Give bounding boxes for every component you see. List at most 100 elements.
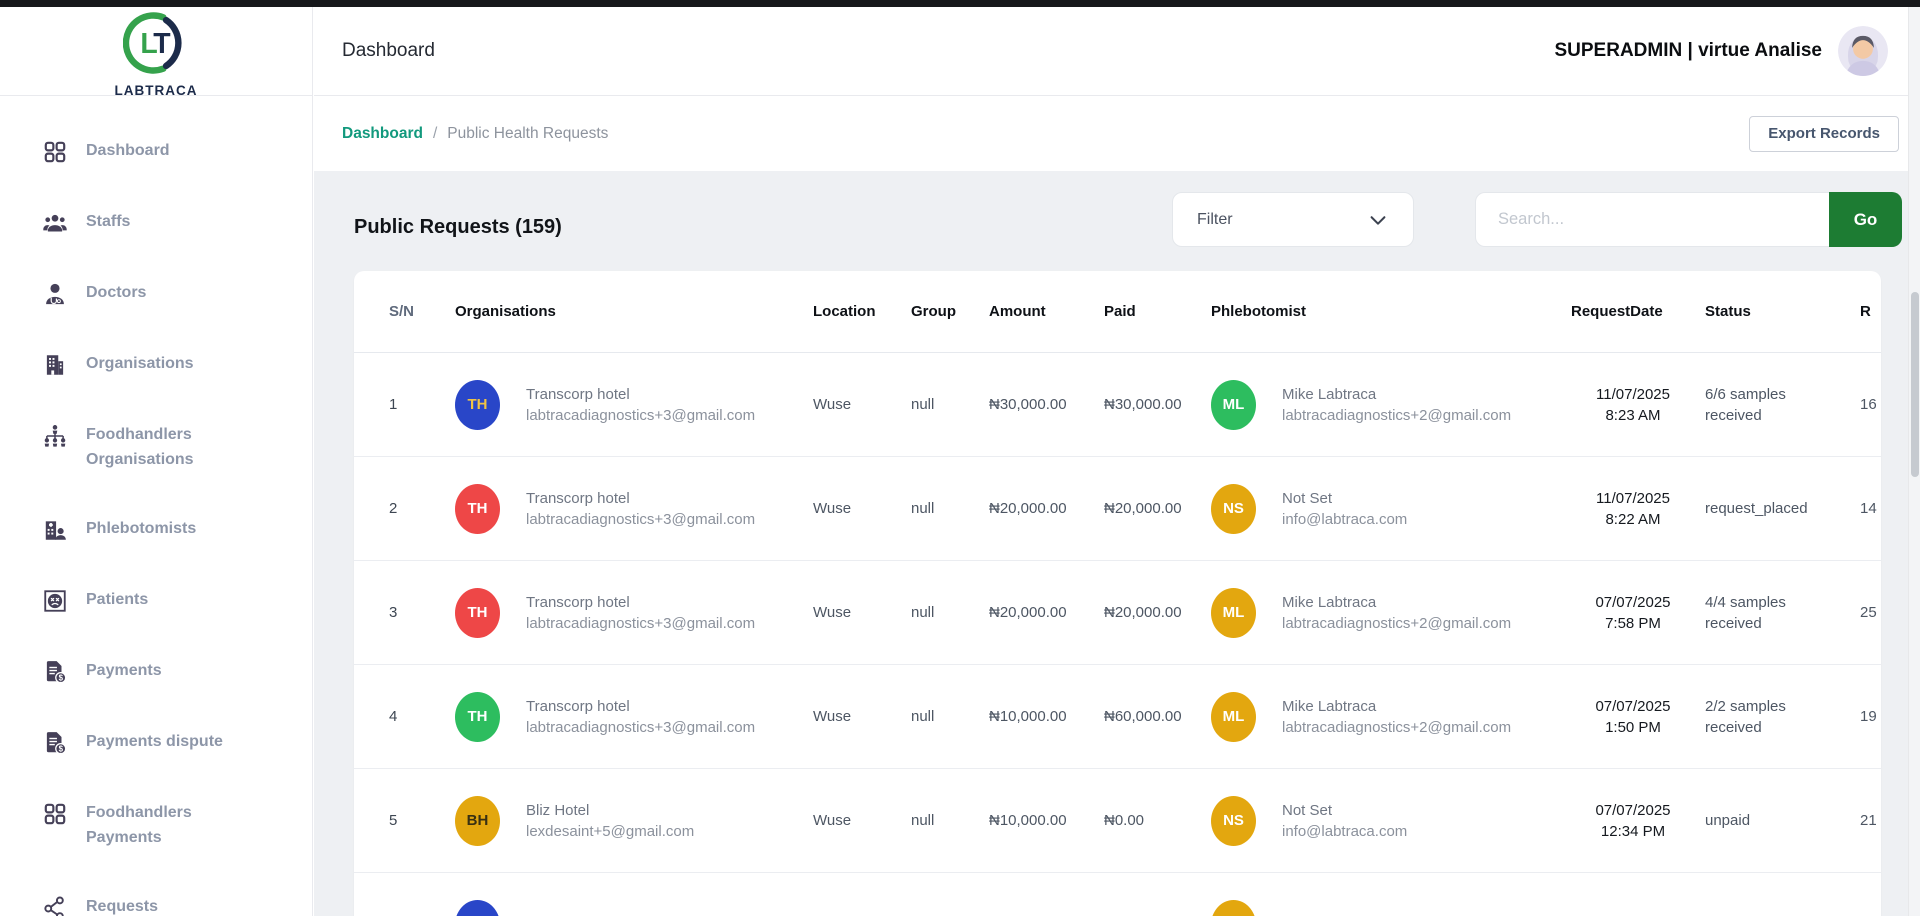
status-value: 6/6 samples received	[1705, 384, 1823, 426]
request-date-cell: 11/07/20258:23 AM	[1571, 384, 1705, 426]
col-header-s-n: S/N	[389, 303, 455, 320]
phlebotomist-cell: MLMike Labtracalabtracadiagnostics+2@gma…	[1211, 588, 1571, 638]
svg-text:$: $	[59, 673, 64, 682]
table-row[interactable]: 4THTranscorp hotellabtracadiagnostics+3@…	[354, 665, 1881, 769]
breadcrumb-current: Public Health Requests	[447, 125, 608, 143]
sidebar-item-requests[interactable]: Requests	[42, 894, 302, 916]
table-row[interactable]: 1THTranscorp hotellabtracadiagnostics+3@…	[354, 353, 1881, 457]
sidebar-item-organisations[interactable]: Organisations	[42, 351, 302, 378]
table-row[interactable]: 3THTranscorp hotellabtracadiagnostics+3@…	[354, 561, 1881, 665]
sidebar-item-label: Organisations	[86, 351, 194, 376]
topbar-user-area: SUPERADMIN | virtue Analise	[1554, 26, 1888, 76]
phlebotomist-email: labtracadiagnostics+2@gmail.com	[1282, 613, 1511, 634]
request-date-cell: 07/07/20257:58 PM	[1571, 592, 1705, 634]
user-avatar[interactable]	[1838, 26, 1888, 76]
phlebotomist-cell: NS Not Setinfo@labtraca.com	[1211, 484, 1571, 534]
phlebotomist-info: Not Setinfo@labtraca.com	[1282, 488, 1407, 530]
amount-value: ₦20,000.00	[989, 604, 1104, 621]
main-content: Public Requests (159) Filter Go S/NOrgan…	[314, 171, 1920, 916]
sidebar-item-staffs[interactable]: Staffs	[42, 209, 302, 236]
page-scrollbar[interactable]	[1908, 7, 1920, 916]
search-go-button[interactable]: Go	[1829, 192, 1902, 247]
col-header-amount: Amount	[989, 303, 1104, 320]
organisation-info: Transcorp hotellabtracadiagnostics+3@gma…	[526, 592, 755, 634]
sidebar-item-doctors[interactable]: Doctors	[42, 280, 302, 307]
request-date-cell: 11/07/20258:22 AM	[1571, 488, 1705, 530]
request-time: 12:34 PM	[1571, 821, 1695, 842]
organisation-avatar: TH	[455, 900, 500, 916]
sidebar-item-foodhandlers-organisations[interactable]: Foodhandlers Organisations	[42, 422, 302, 472]
phlebotomist-email: info@labtraca.com	[1282, 509, 1407, 530]
app-root: L T LABTRACA Dashboard Staffs Doctors Organ…	[0, 0, 1920, 916]
table-row[interactable]: THTranscorp hotelMLMike Labtraca02/07/20…	[354, 873, 1881, 916]
status-value: 4/4 samples received	[1705, 592, 1823, 634]
organisation-email: labtracadiagnostics+3@gmail.com	[526, 613, 755, 634]
phlebotomist-email: info@labtraca.com	[1282, 821, 1407, 842]
sidebar-item-label: Payments	[86, 658, 162, 683]
paid-value: ₦30,000.00	[1104, 396, 1211, 413]
phlebotomist-cell: NSNot Setinfo@labtraca.com	[1211, 796, 1571, 846]
status-value: 2/2 samples received	[1705, 696, 1823, 738]
organisation-avatar: TH	[455, 380, 500, 430]
organisation-cell: THTranscorp hotellabtracadiagnostics+3@g…	[455, 588, 813, 638]
col-header-group: Group	[911, 303, 989, 320]
phlebotomist-name: Not Set	[1282, 800, 1407, 821]
status-value: unpaid	[1705, 810, 1823, 831]
organisation-name: Transcorp hotel	[526, 488, 755, 509]
sitemap-icon	[42, 423, 68, 449]
sidebar-item-phlebotomists[interactable]: Phlebotomists	[42, 516, 302, 543]
sidebar-nav: Dashboard Staffs Doctors Organisations Foodh…	[0, 96, 312, 916]
phlebotomist-email: labtracadiagnostics+2@gmail.com	[1282, 717, 1511, 738]
organisation-name: Transcorp hotel	[526, 696, 755, 717]
phlebotomist-avatar: NS	[1211, 484, 1256, 534]
request-id-value: 16	[1860, 396, 1881, 413]
table-row[interactable]: 5BHBliz Hotellexdesaint+5@gmail.comWusen…	[354, 769, 1881, 873]
svg-text:T: T	[153, 28, 171, 60]
doctor-icon	[42, 281, 68, 307]
sidebar-item-label: Foodhandlers Organisations	[86, 422, 271, 472]
sidebar-item-label: Foodhandlers Payments	[86, 800, 271, 850]
paid-value: ₦20,000.00	[1104, 500, 1211, 517]
serial-number: 5	[389, 812, 455, 829]
phlebotomist-avatar: ML	[1211, 380, 1256, 430]
filter-dropdown[interactable]: Filter	[1172, 192, 1414, 247]
phlebotomist-email: labtracadiagnostics+2@gmail.com	[1282, 405, 1511, 426]
toolbar: Public Requests (159) Filter Go	[354, 192, 1902, 248]
organisation-email: labtracadiagnostics+3@gmail.com	[526, 717, 755, 738]
request-id-value: 19	[1860, 708, 1881, 725]
breadcrumb-row: Dashboard / Public Health Requests Expor…	[314, 96, 1920, 171]
breadcrumb-dashboard-link[interactable]: Dashboard	[342, 125, 423, 143]
request-date-cell: 07/07/202512:34 PM	[1571, 800, 1705, 842]
breadcrumb-separator: /	[433, 125, 437, 143]
organisation-cell: BHBliz Hotellexdesaint+5@gmail.com	[455, 796, 813, 846]
sidebar-item-foodhandlers-payments[interactable]: Foodhandlers Payments	[42, 800, 302, 850]
search-input[interactable]	[1475, 192, 1829, 247]
sidebar-item-label: Requests	[86, 894, 158, 916]
scrollbar-thumb[interactable]	[1911, 292, 1919, 477]
serial-number: 4	[389, 708, 455, 725]
request-date: 07/07/2025	[1571, 696, 1695, 717]
export-records-button[interactable]: Export Records	[1749, 116, 1899, 152]
location-value: Wuse	[813, 396, 911, 413]
location-value: Wuse	[813, 500, 911, 517]
sidebar-item-payments[interactable]: $ Payments	[42, 658, 302, 685]
sidebar-item-dashboard[interactable]: Dashboard	[42, 138, 302, 165]
group-value: null	[911, 396, 989, 413]
organisation-name: Transcorp hotel	[526, 384, 755, 405]
col-header-requestdate: RequestDate	[1571, 303, 1705, 320]
phlebotomist-avatar: ML	[1211, 588, 1256, 638]
sidebar-item-label: Payments dispute	[86, 729, 223, 754]
sidebar-item-patients[interactable]: Patients	[42, 587, 302, 614]
chevron-down-icon	[1367, 209, 1389, 231]
sidebar-item-label: Staffs	[86, 209, 130, 234]
sidebar-item-payments-dispute[interactable]: $Payments dispute	[42, 729, 302, 756]
table-row[interactable]: 2THTranscorp hotellabtracadiagnostics+3@…	[354, 457, 1881, 561]
sidebar: L T LABTRACA Dashboard Staffs Doctors Organ…	[0, 7, 313, 916]
request-date-cell: 07/07/20251:50 PM	[1571, 696, 1705, 738]
logo[interactable]: L T LABTRACA	[0, 7, 312, 96]
organisation-info: Bliz Hotellexdesaint+5@gmail.com	[526, 800, 694, 842]
phlebotomist-name: Mike Labtraca	[1282, 384, 1511, 405]
phlebotomist-name: Not Set	[1282, 488, 1407, 509]
request-time: 8:23 AM	[1571, 405, 1695, 426]
nodes-icon	[42, 895, 68, 916]
